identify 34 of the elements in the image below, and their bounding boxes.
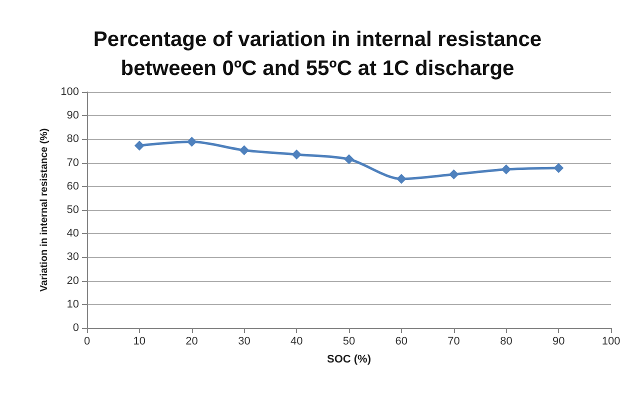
y-tick-label: 60: [66, 180, 79, 192]
x-tick-label: 50: [342, 336, 356, 348]
chart-title: Percentage of variation in internal resistance betweeen 0ºC and 55ºC at 1C discharge: [93, 28, 542, 80]
y-tick-label: 20: [66, 274, 79, 287]
x-tick-label: 10: [133, 336, 146, 348]
y-tick-label: 0: [72, 322, 79, 334]
x-tick-label: 60: [395, 336, 408, 348]
y-tick-label: 50: [66, 204, 79, 216]
point: [448, 169, 459, 180]
y-tick-label: 100: [60, 86, 79, 98]
point: [396, 174, 406, 184]
x-tick-label: 40: [290, 336, 303, 348]
point: [344, 154, 354, 164]
x-tick-label: 20: [186, 336, 198, 348]
y-tick-label: 90: [66, 110, 79, 122]
x-tick-label: 30: [238, 336, 250, 348]
point: [554, 162, 564, 173]
y-tick-label: 80: [66, 133, 79, 146]
x-tick-label: 90: [552, 336, 565, 348]
y-tick-label: 40: [66, 228, 79, 240]
x-tick-label: 0: [84, 336, 90, 348]
point: [501, 164, 512, 174]
y-axis-title: Variation in internal resistance (%): [39, 128, 50, 292]
x-axis-title: SOC (%): [327, 354, 372, 366]
point: [292, 150, 302, 160]
point: [186, 136, 197, 147]
y-tick-label: 10: [66, 298, 79, 310]
y-tick-label: 30: [66, 251, 79, 264]
point: [134, 140, 144, 151]
x-tick-label: 80: [500, 336, 512, 348]
point: [239, 145, 250, 156]
x-tick-label: 100: [602, 336, 620, 348]
x-tick-label: 70: [448, 336, 460, 348]
y-tick-label: 70: [66, 156, 79, 169]
